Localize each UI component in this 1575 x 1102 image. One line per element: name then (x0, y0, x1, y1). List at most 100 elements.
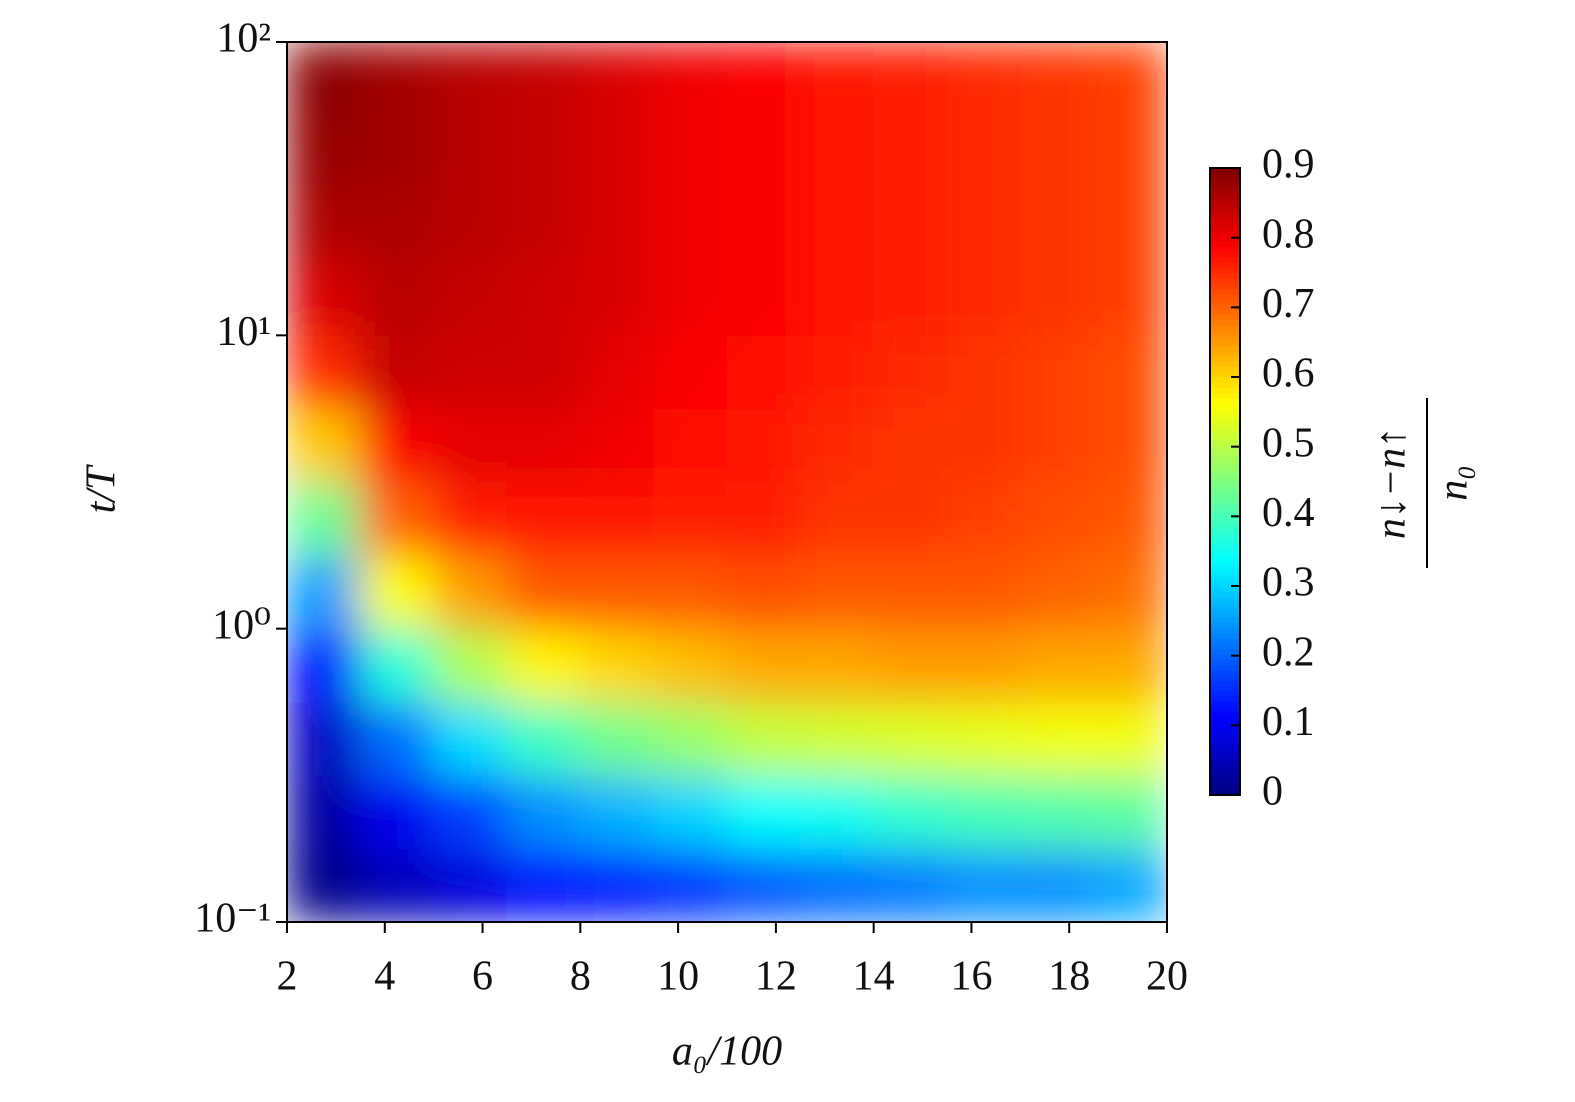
colorbar-segment (1210, 371, 1240, 378)
heatmap-cell (1019, 628, 1095, 703)
colorbar-tick-label: 0 (1262, 769, 1283, 815)
colorbar-segment (1210, 397, 1240, 404)
heatmap-cell (287, 774, 361, 850)
heatmap-cell (506, 334, 581, 410)
colorbar-segment (1210, 460, 1240, 467)
heatmap-cell (506, 261, 581, 336)
heatmap-cell (579, 774, 655, 850)
heatmap-cell (653, 408, 728, 483)
heatmap-cell (579, 628, 655, 703)
colorbar-segment (1210, 747, 1240, 754)
colorbar-tick-label: 0.8 (1262, 211, 1315, 257)
colorbar-segment (1210, 246, 1240, 253)
colorbar-segment (1210, 570, 1240, 577)
heatmap-cell (1019, 114, 1095, 190)
heatmap-cell (1019, 408, 1095, 483)
heatmap-cell (726, 628, 801, 703)
colorbar-segment (1210, 183, 1240, 190)
heatmap-cell (359, 334, 435, 410)
colorbar-segment (1210, 711, 1240, 718)
heatmap-cell (287, 261, 361, 336)
x-tick-label: 4 (374, 954, 395, 1000)
heatmap-cell (726, 554, 801, 630)
heatmap-cell (287, 334, 361, 410)
colorbar-segment (1210, 345, 1240, 352)
x-tick-label: 8 (570, 954, 591, 1000)
heatmap-cell (873, 408, 948, 483)
colorbar-tick-label: 0.6 (1262, 351, 1315, 397)
colorbar-tick-label: 0.1 (1262, 699, 1315, 745)
heatmap-cell (1093, 188, 1167, 263)
heatmap-cell (653, 42, 728, 116)
heatmap-cell (1093, 628, 1167, 703)
colorbar-segment (1210, 612, 1240, 618)
heatmap-cell (799, 774, 875, 850)
heatmap-cell (287, 848, 361, 922)
colorbar-segment (1210, 633, 1240, 639)
heatmap-cell (799, 188, 875, 263)
colorbar-segment (1210, 575, 1240, 582)
heatmap-cell (359, 774, 435, 850)
colorbar-segment (1210, 779, 1240, 786)
colorbar-segment (1210, 753, 1240, 760)
heatmap-cell (799, 261, 875, 336)
heatmap-cell (287, 554, 361, 630)
colorbar-segment (1210, 549, 1240, 556)
heatmap-cell (653, 481, 728, 556)
colorbar-segment (1210, 523, 1240, 530)
colorbar-segment (1210, 706, 1240, 712)
heatmap-cell (1093, 114, 1167, 190)
colorbar-label-denominator: n₀ (1431, 465, 1477, 501)
heatmap-cell (506, 701, 581, 776)
heatmap-cell (359, 261, 435, 336)
heatmap-cell (653, 701, 728, 776)
colorbar-segment (1210, 638, 1240, 645)
heatmap-cell (579, 42, 655, 116)
heatmap-cell (1093, 261, 1167, 336)
heatmap-cell (946, 334, 1021, 410)
heatmap-cell (1019, 42, 1095, 116)
colorbar-segment (1210, 424, 1240, 430)
heatmap-cell (726, 42, 801, 116)
heatmap-cell (799, 481, 875, 556)
colorbar-segment (1210, 262, 1240, 268)
colorbar-tick-label: 0.9 (1262, 142, 1315, 188)
heatmap-cell (653, 628, 728, 703)
colorbar-segment (1210, 664, 1240, 671)
heatmap-cell (506, 408, 581, 483)
heatmap-cell (287, 481, 361, 556)
heatmap-cell (433, 554, 508, 630)
colorbar-segment (1210, 680, 1240, 686)
colorbar-segment (1210, 251, 1240, 258)
colorbar-segment (1210, 173, 1240, 180)
heatmap-cell (726, 334, 801, 410)
colorbar-segment (1210, 476, 1240, 483)
colorbar-segment (1210, 199, 1240, 206)
heatmap-cell (799, 628, 875, 703)
colorbar-segment (1210, 669, 1240, 676)
colorbar-segment (1210, 471, 1240, 477)
heatmap-cell (579, 261, 655, 336)
heatmap-cell (873, 628, 948, 703)
heatmap-cell (506, 848, 581, 922)
heatmap-cell (1093, 554, 1167, 630)
colorbar-tick-label: 0.4 (1262, 490, 1315, 536)
colorbar-segment (1210, 497, 1240, 503)
heatmap-cell (1019, 261, 1095, 336)
heatmap-cell (653, 334, 728, 410)
colorbar-segment (1210, 685, 1240, 692)
heatmap-cell (946, 701, 1021, 776)
colorbar-segment (1210, 653, 1240, 660)
colorbar-segment (1210, 737, 1240, 744)
heatmap-cell (873, 701, 948, 776)
colorbar-segment (1210, 648, 1240, 655)
heatmap-cell (873, 481, 948, 556)
heatmap (287, 42, 1167, 922)
heatmap-cell (359, 848, 435, 922)
colorbar-segment (1210, 403, 1240, 409)
heatmap-cell (873, 848, 948, 922)
colorbar-segment (1210, 298, 1240, 305)
heatmap-cell (946, 774, 1021, 850)
colorbar-segment (1210, 465, 1240, 472)
heatmap-cell (433, 701, 508, 776)
